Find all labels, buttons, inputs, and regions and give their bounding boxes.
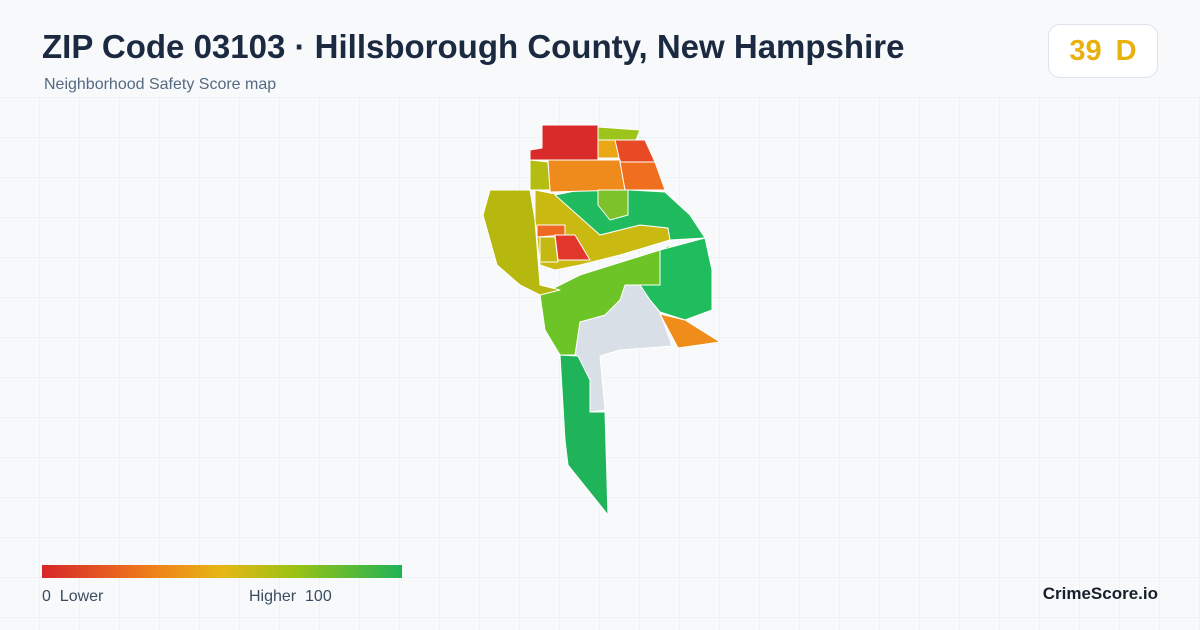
- legend-min: 0 Lower: [42, 588, 103, 606]
- subtitle: Neighborhood Safety Score map: [44, 76, 277, 93]
- legend-min-label: Lower: [59, 588, 104, 605]
- score-badge: 39 D: [1048, 24, 1158, 78]
- brand: CrimeScore.io: [1042, 584, 1158, 603]
- legend-gradient: [42, 565, 402, 578]
- legend-min-value: 0: [42, 588, 51, 605]
- grade: D: [1115, 34, 1137, 67]
- legend-max: Higher 100: [249, 588, 332, 606]
- legend-max-value: 100: [305, 588, 332, 605]
- title: ZIP Code 03103 · Hillsborough County, Ne…: [42, 28, 905, 65]
- legend-max-label: Higher: [249, 588, 297, 605]
- zip-regions: [482, 124, 721, 516]
- score: 39: [1069, 34, 1102, 67]
